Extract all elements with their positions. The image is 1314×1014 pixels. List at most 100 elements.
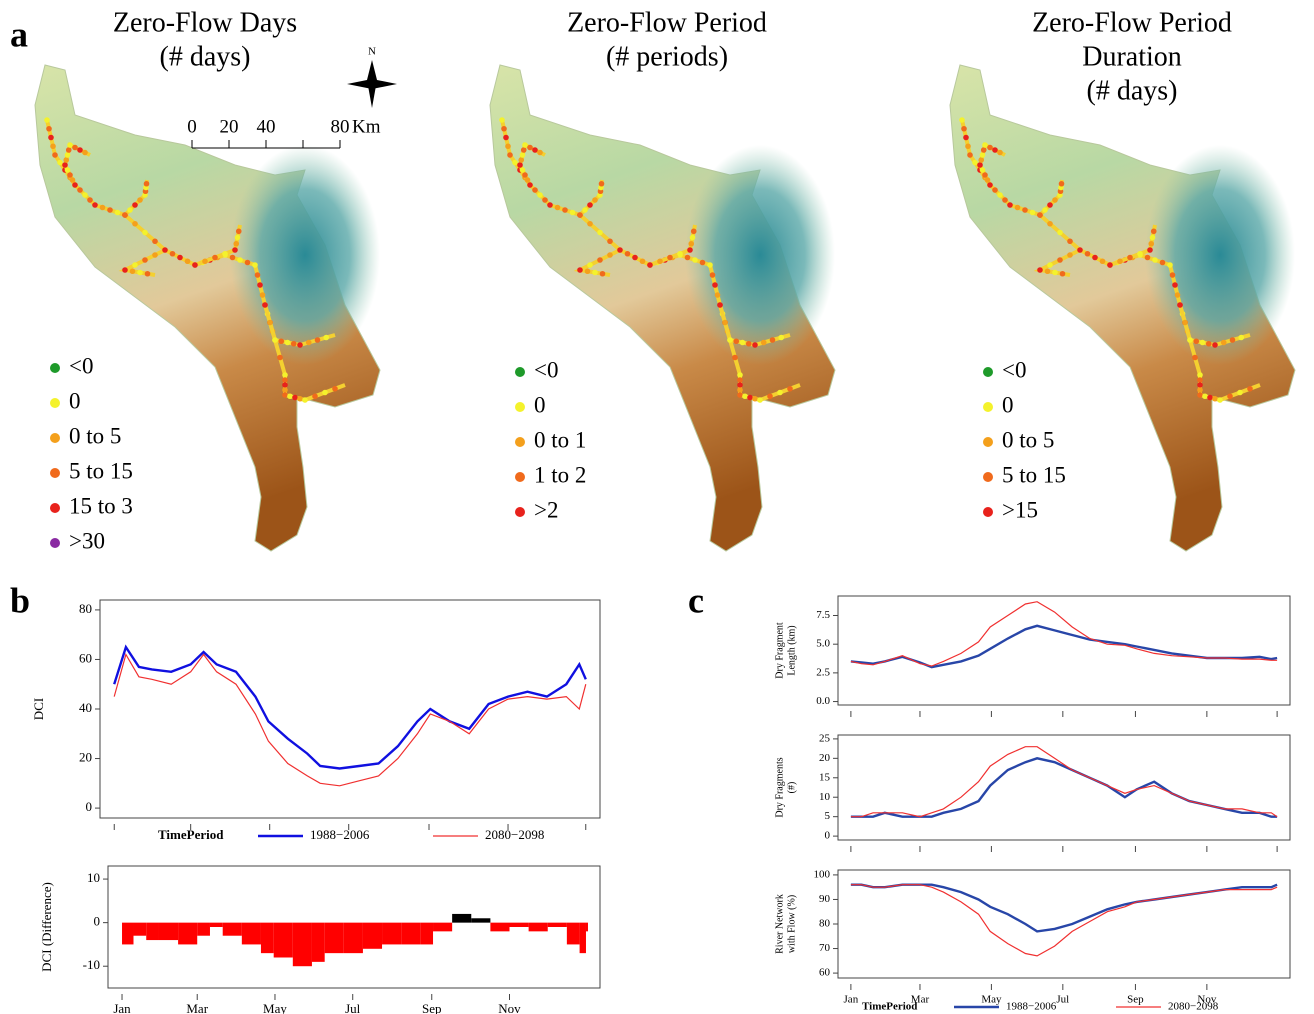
y-tick-label: 0 [94, 914, 101, 929]
river-dot [192, 262, 198, 268]
bar [223, 923, 242, 936]
river-dot [582, 207, 588, 213]
river-dot [667, 255, 673, 261]
river-dot [992, 147, 998, 153]
river-dot [291, 341, 297, 347]
y-tick-label: 20 [819, 752, 831, 764]
river-dot [657, 258, 663, 264]
river-dot [963, 135, 969, 141]
river-dot [632, 255, 638, 261]
river-dot [625, 251, 631, 257]
river-dot [257, 282, 263, 288]
legend-label: <0 [534, 357, 558, 382]
river-dot [520, 167, 526, 173]
scale-label: 20 [220, 116, 239, 137]
river-dot [617, 247, 623, 253]
river-dot [127, 207, 133, 213]
river-dot [107, 207, 113, 213]
river-dot [1052, 270, 1058, 276]
river-dot [978, 157, 984, 163]
legend-label: 0 to 5 [1002, 427, 1054, 452]
river-dot [577, 212, 583, 218]
river-dot [517, 162, 523, 168]
river-dot [1100, 258, 1106, 264]
river-dot [1197, 382, 1203, 388]
legend-label: 0 [69, 388, 81, 413]
bar [382, 923, 401, 945]
legend-label: >15 [1002, 497, 1038, 522]
bar [580, 923, 586, 954]
river-dot [1206, 341, 1212, 347]
panel-label: b [10, 580, 30, 620]
map-title: (# periods) [606, 41, 728, 72]
river-dot [727, 337, 733, 343]
river-dot [982, 172, 988, 178]
river-dot [1047, 202, 1053, 208]
river-dot [177, 255, 183, 261]
river-dot [1137, 251, 1143, 257]
river-dot [521, 147, 527, 153]
y-tick-label: 60 [79, 650, 92, 665]
river-dot [1182, 320, 1188, 326]
river-dot [152, 252, 158, 258]
river-dot [1127, 255, 1133, 261]
bar [490, 923, 509, 932]
y-tick-label: 90 [819, 893, 831, 905]
river-dot [592, 270, 598, 276]
river-dot [1052, 197, 1058, 203]
river-dot [1047, 262, 1053, 268]
river-dot [1002, 197, 1008, 203]
y-axis-label: Dry Fragments [774, 757, 785, 817]
river-dot [707, 262, 713, 268]
y-tick-label: 5.0 [816, 638, 830, 650]
y-tick-label: 60 [819, 967, 831, 979]
river-dot [323, 335, 329, 341]
legend-dot [983, 437, 993, 447]
legend-dot [515, 472, 525, 482]
legend-label: 2080−2098 [485, 827, 544, 842]
river-dot [1085, 251, 1091, 257]
river-dot [985, 177, 991, 183]
river-dot [202, 258, 208, 264]
river-dot [980, 152, 986, 158]
river-dot [92, 202, 98, 208]
bar [471, 918, 490, 922]
river-dot [322, 390, 328, 396]
legend-label: 1988−2006 [1006, 1001, 1057, 1013]
y-tick-label: 15 [819, 771, 831, 783]
river-dot [980, 167, 986, 173]
river-dot [1197, 377, 1203, 383]
river-dot [737, 372, 743, 378]
x-tick-label: Mar [186, 1001, 208, 1014]
river-dot [1175, 292, 1181, 298]
river-dot [547, 202, 553, 208]
legend-dot [515, 437, 525, 447]
river-dot [1067, 238, 1073, 244]
river-dot [1145, 255, 1151, 261]
river-dot [507, 152, 513, 158]
river-dot [282, 377, 288, 383]
river-dot [987, 182, 993, 188]
river-dot [997, 192, 1003, 198]
y-tick-label: 10 [819, 791, 831, 803]
bar [242, 923, 261, 945]
river-dot [757, 397, 763, 403]
y-tick-label: 10 [87, 870, 100, 885]
bar [122, 923, 133, 945]
legend-dot [983, 472, 993, 482]
river-dot [100, 205, 106, 211]
legend-label: 0 [1002, 392, 1014, 417]
scale-unit: Km [352, 116, 381, 137]
river-dot [82, 150, 88, 156]
river-dot [232, 247, 238, 253]
legend-dot [515, 367, 525, 377]
river-dot [505, 143, 511, 149]
river-dot [255, 272, 261, 278]
y-tick-label: 0 [86, 799, 93, 814]
river-dot [170, 251, 176, 257]
panel-label: c [688, 580, 704, 620]
river-dot [262, 302, 268, 308]
legend-label: 1988−2006 [310, 827, 370, 842]
river-dot [787, 386, 793, 392]
river-dot [122, 212, 128, 218]
